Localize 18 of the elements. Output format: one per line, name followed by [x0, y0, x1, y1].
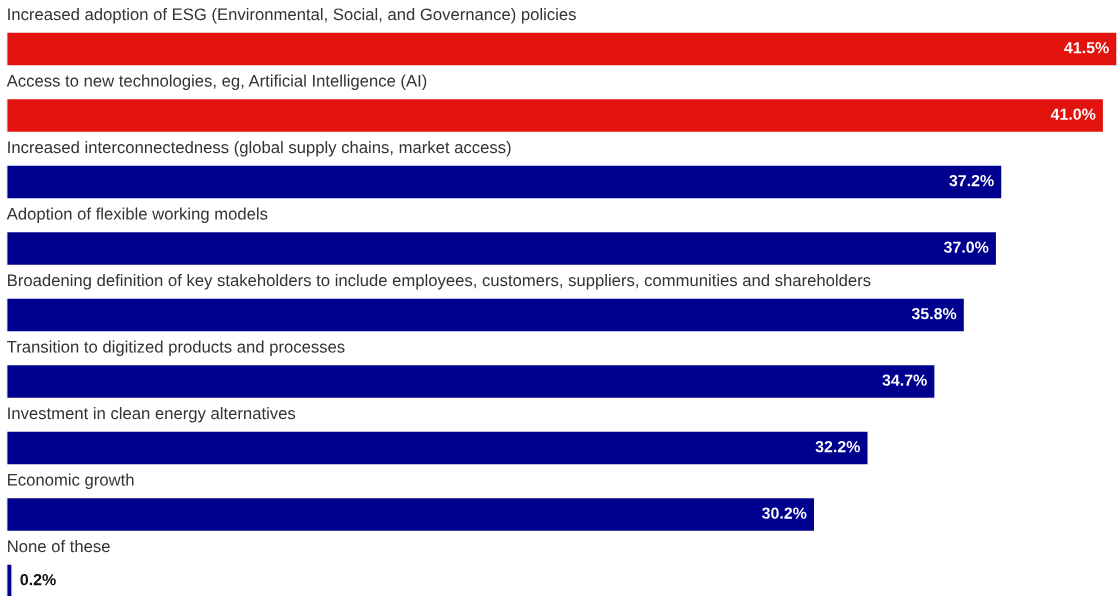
data-label: 30.2% — [761, 507, 807, 519]
y-tick-label: Increased adoption of ESG (Environmental, Social, and Governance) policies — [8, 7, 576, 24]
y-tick-label: Economic growth — [8, 473, 134, 490]
y-tick-label: Increased interconnectedness (global supply chains, market access) — [8, 140, 511, 157]
y-tick-label: Investment in clean energy alternatives — [8, 406, 296, 423]
y-tick-label: Access to new technologies, eg, Artificial Intelligence (AI) — [6, 74, 427, 91]
data-label: 32.2% — [815, 440, 860, 453]
data-label: 0.2% — [20, 573, 56, 586]
y-tick-label: Adoption of flexible working models — [6, 207, 268, 224]
data-label: 41.0% — [1050, 108, 1096, 120]
data-label: 37.0% — [943, 241, 989, 253]
data-label: 41.5% — [1064, 42, 1109, 54]
data-label: 37.2% — [949, 174, 994, 187]
data-label: 34.7% — [882, 374, 927, 386]
y-tick-label: Transition to digitized products and processes — [7, 340, 345, 357]
data-label: 35.8% — [911, 307, 957, 320]
y-tick-label: None of these — [8, 539, 110, 553]
y-tick-label: Broadening definition of key stakeholders to include employees, customers, suppliers, communities and shareholders — [8, 273, 871, 290]
